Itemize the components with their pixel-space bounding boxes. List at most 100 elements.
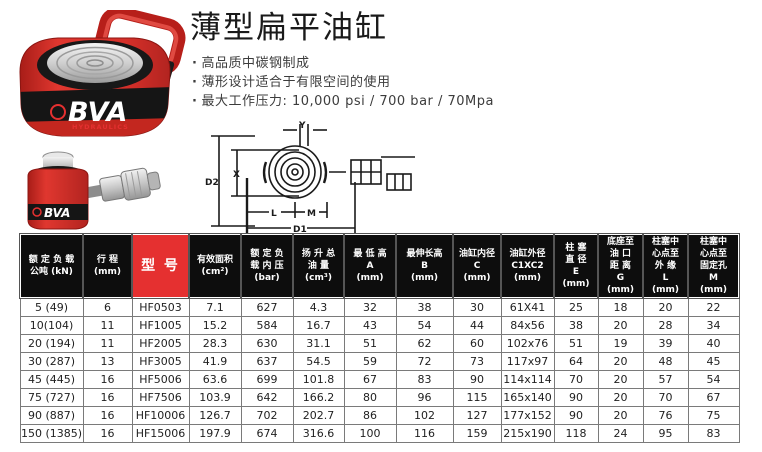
table-cell: 202.7	[292, 405, 345, 425]
table-cell: 20	[597, 369, 644, 389]
table-cell: 699	[240, 369, 294, 389]
table-cell: 11	[82, 333, 133, 353]
table-cell: 197.9	[188, 423, 242, 443]
table-cell: 90 (887)	[19, 405, 84, 425]
table-cell: 4.3	[292, 297, 345, 317]
table-cell: 102x76	[500, 333, 555, 353]
table-cell: 16	[82, 423, 133, 443]
table-cell: 10(104)	[19, 315, 84, 335]
table-cell: HF0503	[131, 297, 190, 317]
table-row: 90 (887) 16 HF10006 126.7 702 202.7 86 102 127 17…	[19, 405, 740, 425]
table-cell: 702	[240, 405, 294, 425]
table-cell: 90	[553, 387, 599, 407]
table-cell: 24	[597, 423, 644, 443]
table-cell: 59	[343, 351, 397, 371]
table-cell: 165x140	[500, 387, 555, 407]
brand-name-small: BVA	[44, 206, 70, 220]
column-header: 柱塞中 心点至外 缘 L (mm)	[642, 233, 689, 299]
table-cell: 83	[687, 423, 740, 443]
table-cell: 51	[553, 333, 599, 353]
table-cell: 630	[240, 333, 294, 353]
table-cell: 38	[395, 297, 454, 317]
feature-item: 高品质中碳钢制成	[192, 54, 494, 73]
feature-text: 薄形设计适合于有限空间的使用	[201, 75, 391, 90]
dim-label-x: X	[233, 170, 240, 180]
dim-label-d1: D1	[293, 225, 307, 235]
feature-text: 最大工作压力: 10,000 psi / 700 bar / 70Mpa	[201, 94, 494, 109]
table-cell: 76	[642, 405, 689, 425]
table-cell: 16.7	[292, 315, 345, 335]
table-cell: 102	[395, 405, 454, 425]
feature-text: 高品质中碳钢制成	[201, 56, 310, 71]
product-image-small: BVA	[20, 144, 168, 238]
table-cell: 30 (287)	[19, 351, 84, 371]
table-cell: 100	[343, 423, 397, 443]
table-cell: 18	[597, 297, 644, 317]
table-cell: 54	[395, 315, 454, 335]
table-cell: 38	[553, 315, 599, 335]
table-cell: 20 (194)	[19, 333, 84, 353]
table-cell: 117x97	[500, 351, 555, 371]
table-cell: 20	[597, 405, 644, 425]
table-body: 5 (49) 6 HF0503 7.1 627 4.3 32 38 30 61X41 25 18 20 2…	[19, 297, 740, 443]
table-cell: HF7506	[131, 387, 190, 407]
table-cell: 6	[82, 297, 133, 317]
table-cell: 20	[642, 297, 689, 317]
dimension-drawing: Y D2 X L M D1	[205, 121, 415, 235]
table-cell: 101.8	[292, 369, 345, 389]
table-cell: 60	[452, 333, 502, 353]
table-cell: 177x152	[500, 405, 555, 425]
table-cell: HF3005	[131, 351, 190, 371]
table-row: 75 (727) 16 HF7506 103.9 642 166.2 80 96 115 165x…	[19, 387, 740, 407]
table-cell: 30	[452, 297, 502, 317]
table-cell: 40	[687, 333, 740, 353]
table-cell: 15.2	[188, 315, 242, 335]
table-cell: 54	[687, 369, 740, 389]
table-cell: 73	[452, 351, 502, 371]
table-cell: 34	[687, 315, 740, 335]
column-header: 型 号	[131, 233, 190, 299]
table-cell: 62	[395, 333, 454, 353]
table-cell: HF2005	[131, 333, 190, 353]
table-cell: 22	[687, 297, 740, 317]
table-cell: 51	[343, 333, 397, 353]
spec-table: 额 定 负 载公吨 (kN) 行 程 (mm) 型 号有效面积 (cm²) 额 定 负载 …	[19, 233, 740, 443]
table-cell: 642	[240, 387, 294, 407]
table-cell: 45	[687, 351, 740, 371]
dim-label-y: Y	[298, 121, 306, 131]
table-cell: 67	[343, 369, 397, 389]
table-cell: 70	[553, 369, 599, 389]
table-cell: 19	[597, 333, 644, 353]
flat-cylinder-illustration: BVA HYDRAULICS	[19, 6, 186, 137]
table-cell: 75 (727)	[19, 387, 84, 407]
table-cell: 41.9	[188, 351, 242, 371]
column-header: 最伸长高 B (mm)	[395, 233, 454, 299]
brand-name: BVA	[68, 97, 127, 128]
dim-label-m: M	[307, 209, 316, 219]
header-row: 额 定 负 载公吨 (kN) 行 程 (mm) 型 号有效面积 (cm²) 额 定 负载 …	[19, 233, 740, 299]
page-title: 薄型扁平油缸	[190, 10, 388, 46]
column-header: 扬 升 总油 量 (cm³)	[292, 233, 345, 299]
table-cell: 61X41	[500, 297, 555, 317]
table-cell: HF5006	[131, 369, 190, 389]
small-cylinder-illustration: BVA	[27, 151, 161, 230]
table-row: 5 (49) 6 HF0503 7.1 627 4.3 32 38 30 61X41 25 18 20 2…	[19, 297, 740, 317]
table-cell: HF10006	[131, 405, 190, 425]
feature-item: 薄形设计适合于有限空间的使用	[192, 73, 494, 92]
table-cell: 637	[240, 351, 294, 371]
table-cell: 28.3	[188, 333, 242, 353]
table-cell: 16	[82, 387, 133, 407]
column-header: 最 低 高 A (mm)	[343, 233, 397, 299]
table-cell: 16	[82, 369, 133, 389]
table-cell: 7.1	[188, 297, 242, 317]
column-header: 有效面积 (cm²)	[188, 233, 242, 299]
table-cell: 627	[240, 297, 294, 317]
table-cell: 63.6	[188, 369, 242, 389]
table-cell: 95	[642, 423, 689, 443]
dim-label-l: L	[271, 209, 277, 219]
table-cell: 584	[240, 315, 294, 335]
table-cell: 32	[343, 297, 397, 317]
column-header: 柱 塞直 径 E (mm)	[553, 233, 599, 299]
table-cell: 39	[642, 333, 689, 353]
table-cell: 16	[82, 405, 133, 425]
